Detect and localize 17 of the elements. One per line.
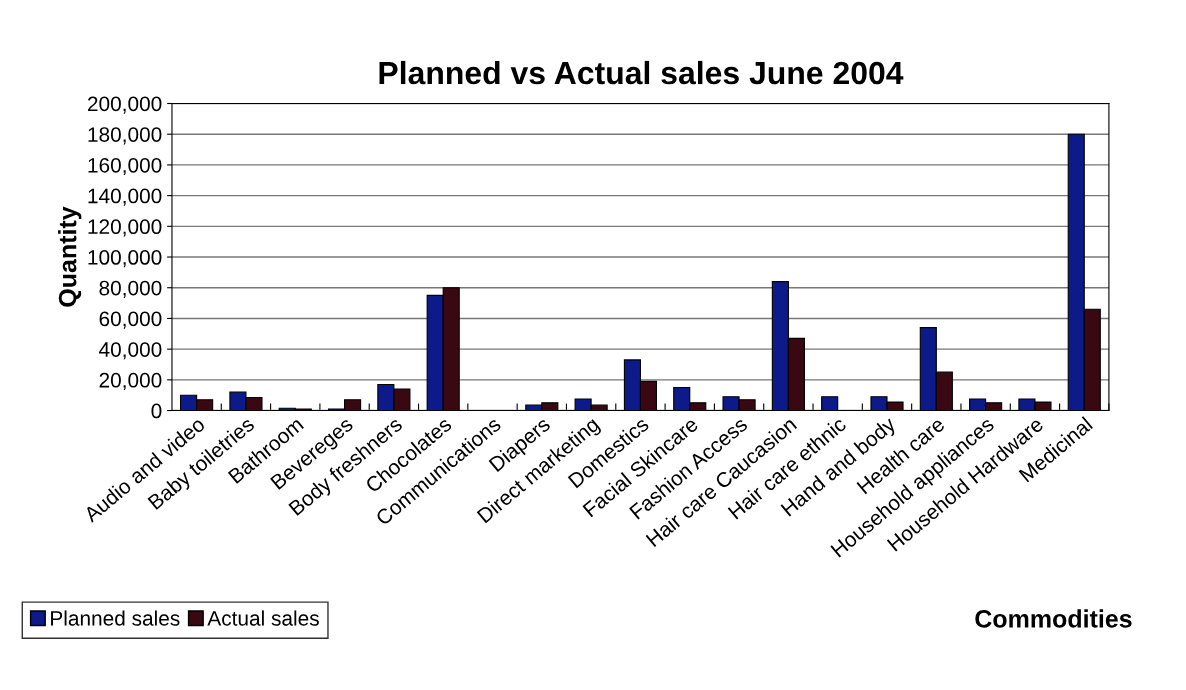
legend-label: Planned sales	[51, 610, 180, 626]
y-tick-label: 40,000	[99, 342, 162, 360]
y-tick-label: 100,000	[88, 250, 162, 268]
y-tick-label: 200,000	[88, 96, 162, 114]
y-tick-label: 140,000	[88, 188, 162, 206]
chart-title: Planned vs Actual sales June 2004	[379, 60, 904, 85]
y-tick-label: 0	[151, 403, 162, 419]
y-tick-label: 160,000	[88, 157, 162, 176]
y-tick-label: 80,000	[99, 280, 162, 298]
x-axis-title: Commodities	[975, 609, 1132, 628]
legend-label: Actual sales	[207, 610, 319, 626]
y-tick-label: 20,000	[99, 372, 162, 391]
y-axis-title: Quantity	[58, 206, 82, 307]
y-tick-label: 60,000	[99, 311, 162, 329]
y-tick-label: 120,000	[88, 219, 162, 237]
bar	[821, 396, 839, 411]
y-tick-label: 180,000	[88, 127, 162, 145]
